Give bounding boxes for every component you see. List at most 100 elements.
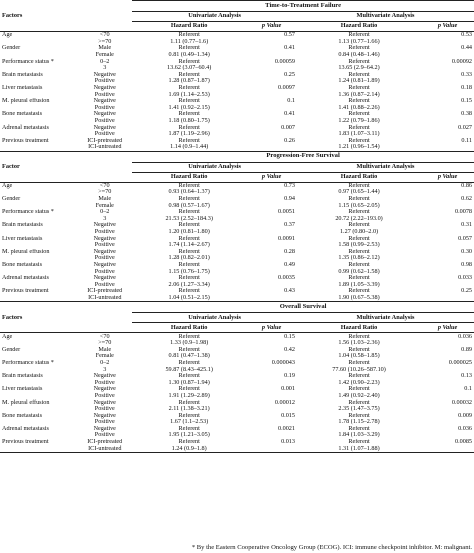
univariate-p-cell xyxy=(246,189,297,196)
univariate-p-cell: 0.15 xyxy=(284,332,295,340)
factor-cell: Previous treatment xyxy=(2,288,49,295)
univariate-p-cell: 0.0035 xyxy=(277,275,295,282)
column-header-row: Hazard Ratio p Value Hazard Ratio p Value xyxy=(0,322,474,334)
univariate-hr-cell: Referent xyxy=(178,209,200,216)
multivariate-p-cell xyxy=(421,229,474,236)
section-title-row: Overall Survival xyxy=(0,301,474,314)
factor-cell: Bone metastasis xyxy=(2,111,43,118)
section-title-row: Time-to-Treatment Failure xyxy=(0,0,474,12)
factor-cell: Previous treatment xyxy=(2,137,49,144)
table-row: Liver metastasis Negative Referent 0.0097 Re… xyxy=(0,85,474,92)
multivariate-hr-cell: 77.60 (10.26–587.10) xyxy=(332,366,386,373)
factor-cell xyxy=(0,294,78,303)
univariate-hr-cell: 1.11 (0.77–1.6) xyxy=(170,38,209,45)
multivariate-p-cell: 0.62 xyxy=(461,195,472,203)
multivariate-p-cell xyxy=(421,294,474,303)
subgroup-cell: Female xyxy=(95,202,114,209)
p-value-header: p Value xyxy=(246,172,297,183)
univariate-p-cell: 0.57 xyxy=(284,31,295,39)
table-row: Age <70 Referent 0.57 Referent 0.53 xyxy=(0,32,474,39)
multivariate-p-cell: 0.89 xyxy=(461,346,472,353)
table-row: >=70 1.33 (0.9–1.98) 1.56 (1.03–2.36) xyxy=(0,340,474,347)
subgroup-cell: <70 xyxy=(99,332,110,340)
multivariate-hr-cell: 2.35 (1.47–3.75) xyxy=(338,405,380,413)
subgroup-cell: 3 xyxy=(103,366,107,373)
section-title: Time-to-Treatment Failure xyxy=(132,0,474,12)
multivariate-hr-cell: 1.24 (0.81–1.89) xyxy=(338,78,380,85)
univariate-hr-cell: 2.06 (1.27–3.34) xyxy=(168,281,210,288)
multivariate-hr-cell: Referent xyxy=(348,261,370,268)
table-row: Positive 1.87 (1.19–2.96) 1.83 (1.07–3.11) xyxy=(0,131,474,138)
factor-cell: Performance status * xyxy=(2,359,54,366)
subgroup-cell: ICI-untreated xyxy=(77,144,133,152)
univariate-p-cell: 0.19 xyxy=(284,372,295,380)
factor-cell: Liver metastasis xyxy=(2,84,43,91)
factor-cell xyxy=(0,202,77,209)
table-row: Positive 1.20 (0.81–1.80) 1.27 (0.80–2.0) xyxy=(0,229,474,236)
multivariate-hr-cell: Referent xyxy=(348,84,370,91)
univariate-hr-cell: Referent xyxy=(178,58,200,65)
multivariate-p-cell: 0.000025 xyxy=(448,359,472,366)
multivariate-p-cell: 0.0078 xyxy=(454,209,472,216)
multivariate-hr-cell: 1.21 (0.96–1.54) xyxy=(296,144,422,152)
spacer-cell xyxy=(0,151,132,162)
multivariate-hr-cell: Referent xyxy=(348,386,370,393)
univariate-p-cell: 0.25 xyxy=(284,71,295,78)
p-value-header: p Value xyxy=(421,322,474,334)
table-row: Positive 1.15 (0.76–1.75) 0.99 (0.62–1.58) xyxy=(0,268,474,275)
table-row: Bone metastasis Negative Referent 0.41 Refer… xyxy=(0,111,474,118)
subgroup-cell: Positive xyxy=(94,78,115,85)
column-header-row: Hazard Ratio p Value Hazard Ratio p Value xyxy=(0,172,474,183)
multivariate-p-cell: 0.33 xyxy=(461,71,472,78)
univariate-p-cell: 0.28 xyxy=(284,248,295,255)
univariate-hr-cell: Referent xyxy=(178,71,200,78)
univariate-p-cell: 0.26 xyxy=(284,137,295,144)
univariate-p-cell xyxy=(246,242,297,249)
table-row: Performance status * 0–2 Referent 0.00059 Re… xyxy=(0,58,474,65)
univariate-hr-cell: 1.67 (1.1–2.53) xyxy=(170,419,209,426)
factor-cell xyxy=(0,52,77,59)
multivariate-hr-cell: 20.72 (2.22–193.0) xyxy=(335,215,383,222)
multivariate-hr-cell: 1.22 (0.79–1.86) xyxy=(338,117,380,124)
univariate-hr-cell: Referent xyxy=(178,111,200,118)
factor-cell xyxy=(0,353,77,360)
multivariate-hr-cell: Referent xyxy=(348,182,370,189)
multivariate-hr-cell: Referent xyxy=(348,359,370,366)
p-value-header: p Value xyxy=(421,172,474,183)
subgroup-cell: ICI-pretreated xyxy=(87,438,123,446)
univariate-p-cell xyxy=(246,380,297,387)
table-row: Positive 1.74 (1.14–2.67) 1.58 (0.99–2.53) xyxy=(0,242,474,249)
subgroup-cell: Negative xyxy=(93,124,116,131)
multivariate-p-cell xyxy=(421,380,474,387)
table-row: Liver metastasis Negative Referent 0.0091 Re… xyxy=(0,235,474,242)
factor-cell: Gender xyxy=(2,195,21,203)
subgroup-cell: 0–2 xyxy=(100,209,110,216)
multivariate-hr-cell: Referent xyxy=(348,97,370,105)
subgroup-cell: Positive xyxy=(94,392,115,399)
univariate-p-cell xyxy=(246,202,297,209)
univariate-p-cell xyxy=(246,131,297,138)
multivariate-header: Multivariate Analysis xyxy=(296,312,474,324)
univariate-hr-cell: Referent xyxy=(178,137,200,144)
multivariate-p-cell: 0.44 xyxy=(461,45,472,52)
hazard-ratio-header: Hazard Ratio xyxy=(296,172,422,183)
analysis-header-row: Factors Univariate Analysis Multivariate A… xyxy=(0,312,474,324)
hazard-ratio-header: Hazard Ratio xyxy=(296,21,422,32)
multivariate-hr-cell: 1.83 (1.07–3.11) xyxy=(338,130,380,138)
univariate-p-cell xyxy=(246,366,297,373)
table-row: 3 13.62 (3.07–60.4) 13.65 (2.9–64.2) xyxy=(0,65,474,72)
multivariate-p-cell: 0.86 xyxy=(461,182,472,189)
subgroup-cell: Positive xyxy=(94,255,115,262)
table-row: Female 0.81 (0.47–1.38) 1.04 (0.58–1.85) xyxy=(0,353,474,360)
factor-cell xyxy=(0,393,77,400)
factor-cell: M. pleural effusion xyxy=(2,399,50,406)
subgroup-cell: Negative xyxy=(93,248,116,255)
multivariate-p-cell: 0.38 xyxy=(461,111,472,118)
factor-cell xyxy=(0,65,77,72)
table-row: Positive 1.28 (0.82–2.01) 1.35 (0.86–2.12) xyxy=(0,255,474,262)
factor-cell: Brain metastasis xyxy=(2,222,43,229)
univariate-p-cell xyxy=(246,432,297,439)
multivariate-hr-cell: Referent xyxy=(348,235,370,242)
multivariate-p-cell xyxy=(421,393,474,400)
table-row: Performance status * 0–2 Referent 0.0051 Ref… xyxy=(0,209,474,216)
